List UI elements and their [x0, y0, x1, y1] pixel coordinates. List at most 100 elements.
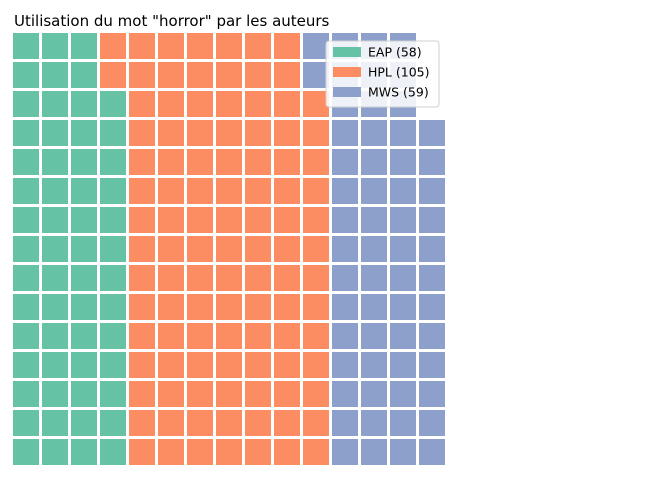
waffle-cell-mws	[332, 207, 358, 233]
waffle-cell-hpl	[274, 62, 300, 88]
waffle-cell-eap	[100, 178, 126, 204]
waffle-cell-hpl	[158, 381, 184, 407]
waffle-cell-hpl	[158, 294, 184, 320]
waffle-cell-mws	[419, 207, 445, 233]
waffle-cell-eap	[42, 265, 68, 291]
waffle-cell-eap	[13, 323, 39, 349]
waffle-cell-mws	[332, 410, 358, 436]
waffle-cell-eap	[71, 294, 97, 320]
waffle-cell-hpl	[245, 120, 271, 146]
waffle-cell-hpl	[187, 207, 213, 233]
waffle-cell-mws	[390, 381, 416, 407]
waffle-cell-hpl	[274, 381, 300, 407]
waffle-cell-mws	[419, 294, 445, 320]
waffle-cell-mws	[361, 381, 387, 407]
waffle-cell-hpl	[129, 265, 155, 291]
waffle-cell-hpl	[187, 439, 213, 465]
waffle-cell-eap	[13, 294, 39, 320]
legend-label-mws: MWS (59)	[368, 85, 429, 100]
waffle-cell-hpl	[158, 323, 184, 349]
waffle-cell-hpl	[245, 294, 271, 320]
waffle-cells	[13, 33, 445, 465]
waffle-cell-hpl	[129, 410, 155, 436]
waffle-cell-mws	[390, 294, 416, 320]
waffle-cell-eap	[71, 265, 97, 291]
waffle-cell-hpl	[158, 352, 184, 378]
waffle-cell-mws	[361, 236, 387, 262]
waffle-cell-hpl	[303, 149, 329, 175]
waffle-cell-hpl	[187, 323, 213, 349]
waffle-cell-mws	[303, 33, 329, 59]
waffle-cell-hpl	[158, 178, 184, 204]
waffle-cell-mws	[332, 178, 358, 204]
waffle-cell-hpl	[187, 294, 213, 320]
waffle-cell-hpl	[216, 178, 242, 204]
waffle-cell-hpl	[274, 91, 300, 117]
waffle-cell-hpl	[158, 410, 184, 436]
legend: EAP (58) HPL (105) MWS (59)	[325, 40, 440, 108]
waffle-cell-hpl	[245, 62, 271, 88]
waffle-cell-eap	[71, 62, 97, 88]
waffle-cell-mws	[361, 294, 387, 320]
waffle-cell-mws	[419, 439, 445, 465]
waffle-cell-mws	[332, 120, 358, 146]
waffle-cell-hpl	[129, 207, 155, 233]
waffle-cell-hpl	[129, 323, 155, 349]
waffle-cell-eap	[100, 120, 126, 146]
waffle-cell-eap	[42, 294, 68, 320]
waffle-cell-hpl	[245, 381, 271, 407]
waffle-cell-eap	[13, 265, 39, 291]
waffle-cell-eap	[42, 149, 68, 175]
waffle-cell-eap	[100, 236, 126, 262]
waffle-cell-hpl	[158, 439, 184, 465]
waffle-cell-mws	[361, 265, 387, 291]
waffle-cell-hpl	[216, 381, 242, 407]
waffle-cell-mws	[361, 323, 387, 349]
waffle-cell-hpl	[158, 149, 184, 175]
waffle-cell-hpl	[158, 120, 184, 146]
waffle-cell-mws	[303, 62, 329, 88]
legend-swatch-mws	[333, 87, 361, 97]
waffle-cell-mws	[332, 294, 358, 320]
waffle-cell-mws	[390, 265, 416, 291]
waffle-cell-hpl	[216, 294, 242, 320]
waffle-cell-eap	[71, 352, 97, 378]
waffle-cell-hpl	[303, 91, 329, 117]
waffle-cell-eap	[42, 352, 68, 378]
waffle-cell-hpl	[187, 149, 213, 175]
waffle-cell-eap	[100, 352, 126, 378]
waffle-cell-eap	[42, 91, 68, 117]
waffle-cell-hpl	[187, 178, 213, 204]
waffle-cell-mws	[390, 439, 416, 465]
waffle-cell-eap	[71, 178, 97, 204]
waffle-cell-hpl	[216, 91, 242, 117]
waffle-cell-hpl	[216, 236, 242, 262]
waffle-cell-hpl	[100, 62, 126, 88]
waffle-cell-mws	[419, 410, 445, 436]
waffle-cell-hpl	[216, 120, 242, 146]
waffle-cell-eap	[71, 236, 97, 262]
waffle-cell-mws	[419, 352, 445, 378]
waffle-cell-hpl	[129, 120, 155, 146]
waffle-cell-hpl	[274, 323, 300, 349]
waffle-cell-hpl	[245, 178, 271, 204]
waffle-cell-eap	[13, 439, 39, 465]
waffle-cell-hpl	[129, 91, 155, 117]
waffle-cell-mws	[361, 439, 387, 465]
waffle-cell-hpl	[216, 410, 242, 436]
waffle-cell-hpl	[245, 439, 271, 465]
waffle-cell-hpl	[245, 410, 271, 436]
chart-title: Utilisation du mot "horror" par les aute…	[14, 12, 330, 30]
waffle-cell-eap	[42, 207, 68, 233]
waffle-cell-hpl	[216, 207, 242, 233]
waffle-cell-hpl	[245, 149, 271, 175]
waffle-cell-hpl	[129, 236, 155, 262]
waffle-cell-hpl	[216, 352, 242, 378]
waffle-cell-hpl	[216, 323, 242, 349]
waffle-cell-hpl	[303, 294, 329, 320]
waffle-cell-eap	[71, 207, 97, 233]
waffle-cell-hpl	[187, 236, 213, 262]
waffle-cell-hpl	[158, 236, 184, 262]
waffle-cell-hpl	[158, 207, 184, 233]
waffle-cell-hpl	[245, 265, 271, 291]
